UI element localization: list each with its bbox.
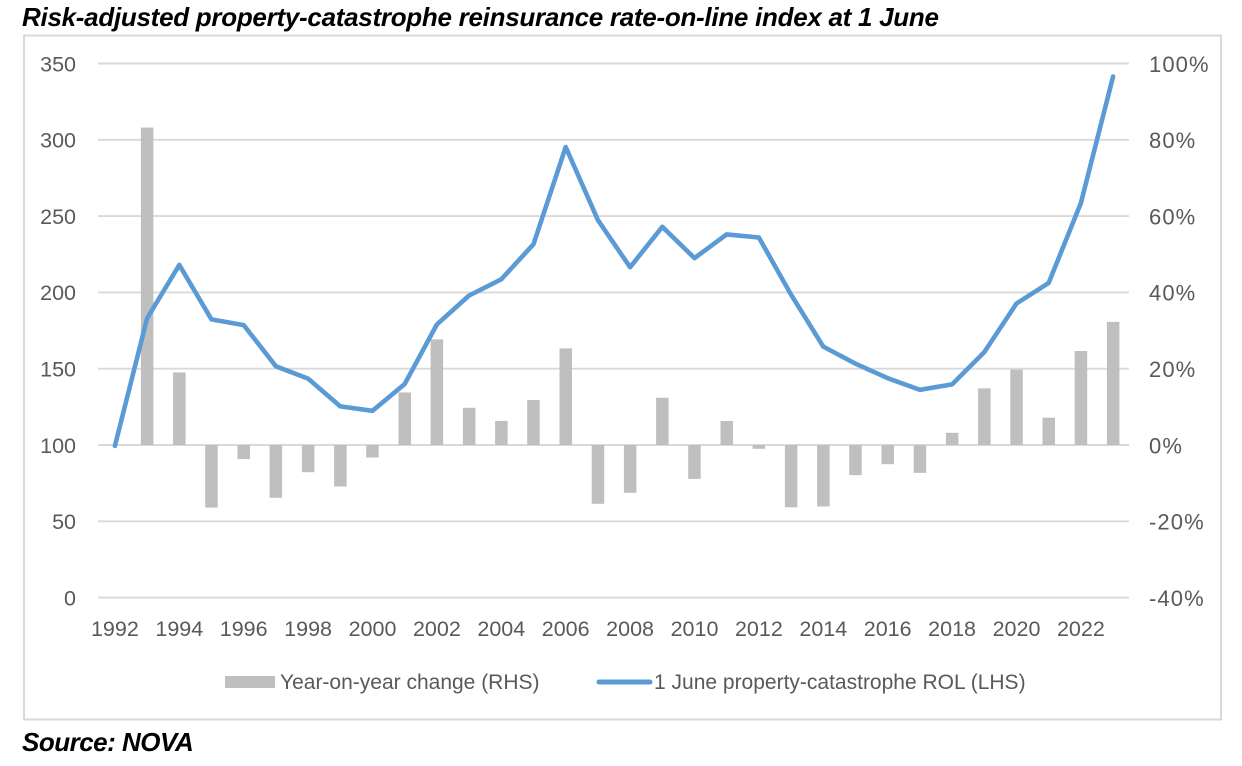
- svg-text:350: 350: [40, 52, 76, 76]
- svg-text:80%: 80%: [1149, 128, 1196, 153]
- svg-text:50: 50: [52, 510, 76, 534]
- svg-text:1996: 1996: [220, 617, 268, 641]
- svg-text:200: 200: [40, 281, 76, 305]
- svg-text:300: 300: [40, 129, 76, 153]
- svg-text:60%: 60%: [1149, 204, 1196, 229]
- svg-text:2022: 2022: [1057, 617, 1105, 641]
- svg-text:100%: 100%: [1149, 52, 1210, 77]
- svg-text:-20%: -20%: [1149, 510, 1205, 535]
- svg-text:2008: 2008: [606, 617, 654, 641]
- svg-text:20%: 20%: [1149, 357, 1196, 382]
- svg-text:250: 250: [40, 205, 76, 229]
- svg-text:2002: 2002: [413, 617, 461, 641]
- svg-text:2004: 2004: [477, 617, 525, 641]
- svg-text:2006: 2006: [542, 617, 590, 641]
- svg-text:-40%: -40%: [1149, 586, 1205, 611]
- svg-text:2014: 2014: [799, 617, 847, 641]
- svg-text:0%: 0%: [1149, 433, 1183, 458]
- svg-text:1994: 1994: [155, 617, 203, 641]
- svg-text:1992: 1992: [91, 617, 139, 641]
- svg-text:40%: 40%: [1149, 281, 1196, 306]
- svg-text:2012: 2012: [735, 617, 783, 641]
- svg-text:100: 100: [40, 434, 76, 458]
- svg-text:1 June property-catastrophe RO: 1 June property-catastrophe ROL (LHS): [654, 671, 1026, 694]
- svg-text:150: 150: [40, 358, 76, 382]
- svg-text:2000: 2000: [349, 617, 397, 641]
- svg-text:2020: 2020: [993, 617, 1041, 641]
- svg-text:2010: 2010: [671, 617, 719, 641]
- svg-text:2016: 2016: [864, 617, 912, 641]
- svg-text:Year-on-year change (RHS): Year-on-year change (RHS): [280, 671, 540, 694]
- svg-text:2018: 2018: [928, 617, 976, 641]
- svg-text:1998: 1998: [284, 617, 332, 641]
- svg-text:0: 0: [64, 586, 76, 610]
